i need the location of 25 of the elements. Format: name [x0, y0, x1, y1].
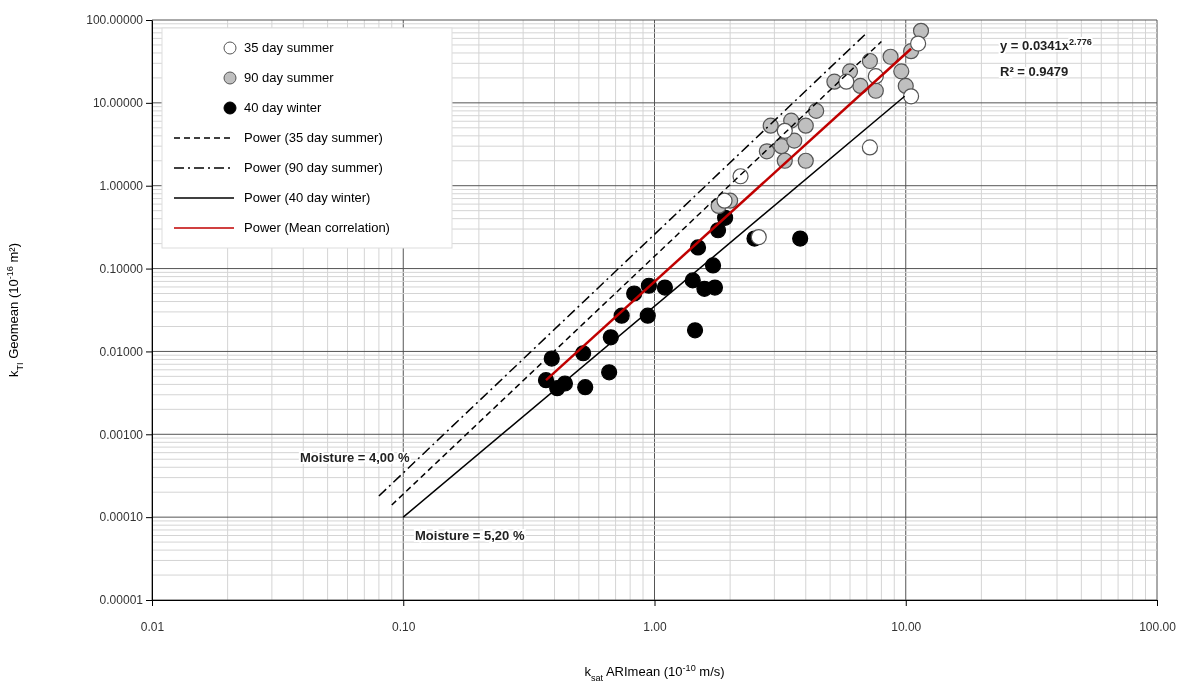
annotation: R² = 0.9479 [1000, 64, 1069, 79]
x-tick-label: 0.01 [140, 619, 165, 634]
x-tick-label: 10.00 [891, 619, 922, 634]
y-tick-label: 1.00000 [99, 179, 144, 194]
y-tick-label: 0.00100 [99, 427, 144, 442]
annotation: y = 0.0341x$^{2.776}$ [1000, 37, 1092, 53]
y-tick-label: 0.00010 [99, 510, 144, 525]
y-tick-label: 0.10000 [99, 261, 144, 276]
legend-label: Power (40 day winter) [244, 190, 371, 205]
annotation: Moisture = 4,00 % [300, 450, 410, 465]
y-tick-label: 0.01000 [99, 344, 144, 359]
y-tick-label: 0.00001 [99, 593, 144, 608]
legend-label: Power (90 day summer) [244, 160, 383, 175]
x-tick-label: 0.10 [392, 619, 416, 634]
legend-label: Power (Mean correlation) [244, 220, 390, 235]
legend-label: 35 day summer [244, 40, 335, 55]
legend-label: Power (35 day summer) [244, 130, 383, 145]
x-tick-label: 100.00 [1139, 619, 1177, 634]
y-tick-label: 10.00000 [92, 96, 144, 111]
x-axis-title: k$_{sat}$ ARImean (10$^{-10}$ m/s) [584, 663, 725, 683]
legend-label: 90 day summer [244, 70, 335, 85]
x-tick-label: 1.00 [643, 619, 667, 634]
y-tick-label: 100.00000 [86, 13, 144, 28]
annotation: Moisture = 5,20 % [415, 528, 525, 543]
legend-label: 40 day winter [244, 100, 322, 115]
